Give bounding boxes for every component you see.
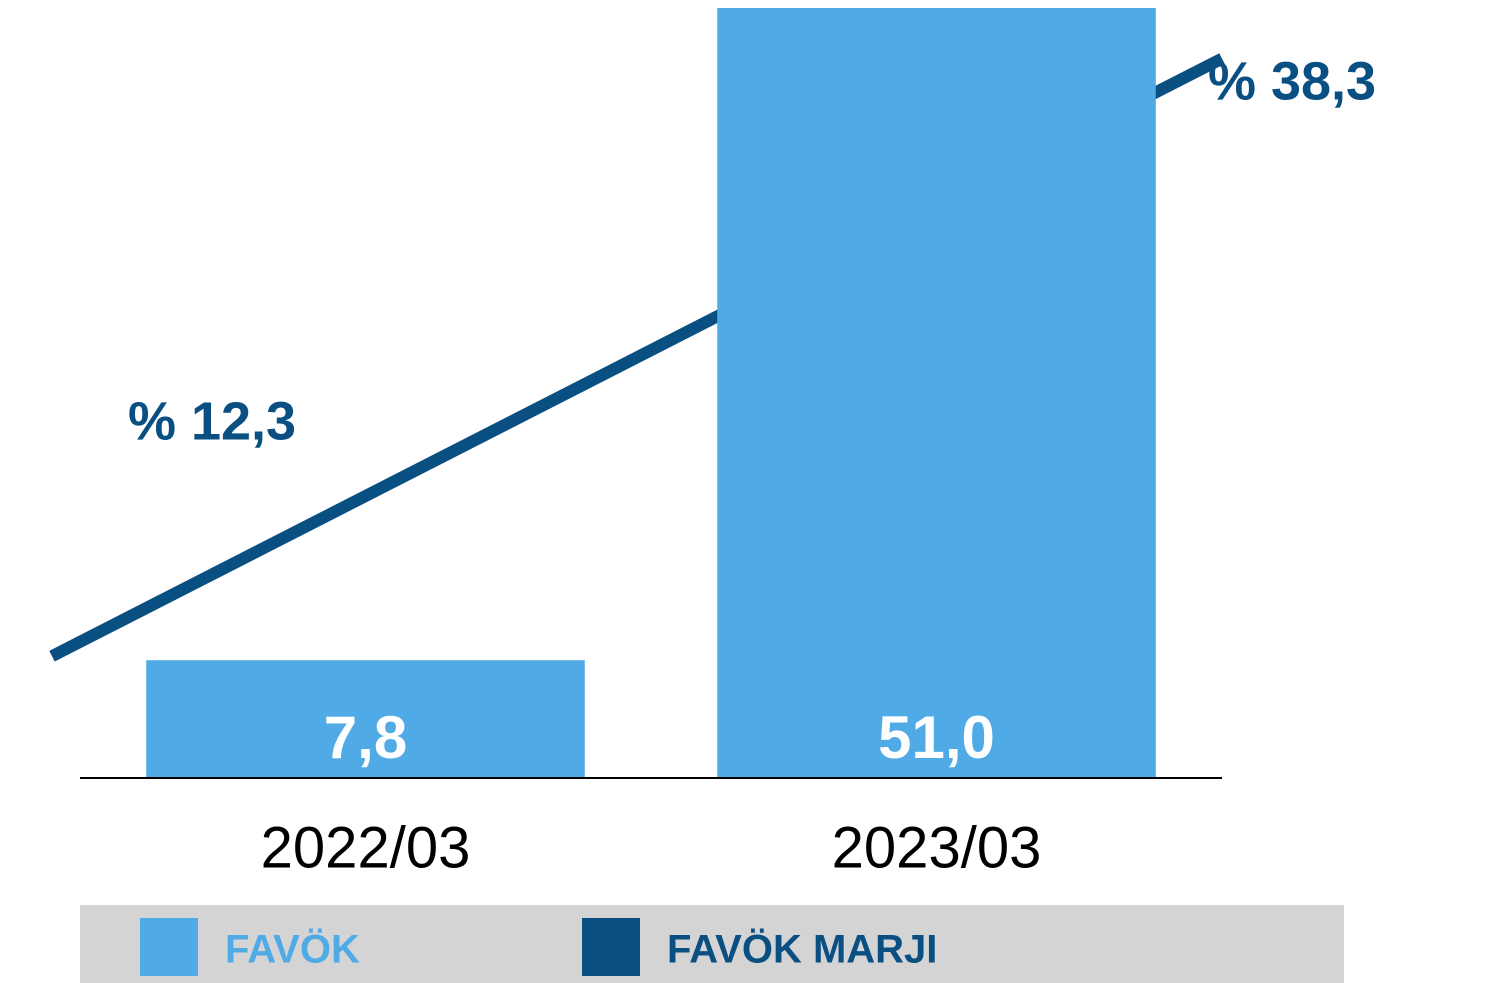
- margin-label: % 38,3: [1208, 51, 1376, 111]
- bar: [717, 8, 1156, 778]
- bar: [146, 660, 585, 778]
- margin-label: % 12,3: [128, 391, 296, 451]
- legend-swatch: [140, 918, 198, 976]
- legend-background: [80, 905, 1344, 983]
- bar-value-label: 51,0: [878, 704, 995, 771]
- bar-value-label: 7,8: [324, 704, 407, 771]
- legend-label: FAVÖK MARJI: [667, 927, 937, 972]
- x-tick-label: 2022/03: [261, 815, 471, 880]
- legend-swatch: [582, 918, 640, 976]
- x-tick-label: 2023/03: [832, 815, 1042, 880]
- legend-label: FAVÖK: [225, 927, 360, 972]
